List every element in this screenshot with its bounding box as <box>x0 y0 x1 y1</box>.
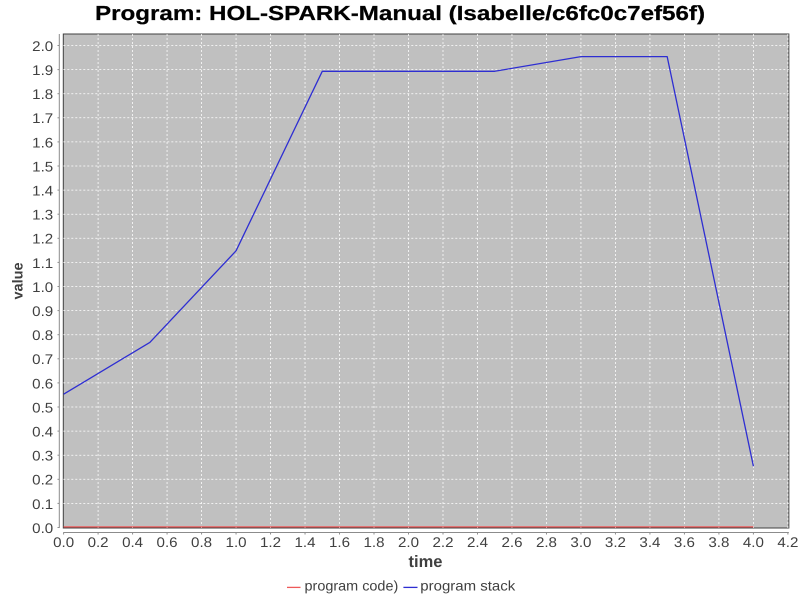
svg-text:0.5: 0.5 <box>32 399 53 415</box>
svg-text:1.9: 1.9 <box>32 62 53 78</box>
svg-text:3.4: 3.4 <box>639 534 660 550</box>
svg-text:1.1: 1.1 <box>32 255 53 271</box>
svg-text:1.4: 1.4 <box>32 183 53 199</box>
svg-text:3.0: 3.0 <box>570 534 591 550</box>
svg-text:1.8: 1.8 <box>363 534 384 550</box>
svg-text:0.2: 0.2 <box>88 534 109 550</box>
svg-text:program stack: program stack <box>420 578 516 594</box>
svg-text:1.6: 1.6 <box>329 534 350 550</box>
svg-text:1.6: 1.6 <box>32 134 53 150</box>
svg-text:0.6: 0.6 <box>157 534 178 550</box>
svg-text:2.0: 2.0 <box>32 38 53 54</box>
svg-text:0.9: 0.9 <box>32 303 53 319</box>
svg-text:0.0: 0.0 <box>53 534 74 550</box>
svg-text:0.6: 0.6 <box>32 375 53 391</box>
svg-text:3.2: 3.2 <box>605 534 626 550</box>
svg-text:3.8: 3.8 <box>708 534 729 550</box>
svg-text:2.4: 2.4 <box>467 534 488 550</box>
svg-text:1.0: 1.0 <box>226 534 247 550</box>
svg-text:0.4: 0.4 <box>32 424 53 440</box>
svg-text:0.3: 0.3 <box>32 448 53 464</box>
svg-text:1.2: 1.2 <box>260 534 281 550</box>
svg-text:1.5: 1.5 <box>32 158 53 174</box>
svg-text:1.8: 1.8 <box>32 86 53 102</box>
svg-text:1.7: 1.7 <box>32 110 53 126</box>
svg-text:2.2: 2.2 <box>432 534 453 550</box>
svg-text:4.0: 4.0 <box>743 534 764 550</box>
svg-text:0.8: 0.8 <box>32 327 53 343</box>
svg-text:2.8: 2.8 <box>536 534 557 550</box>
svg-text:1.2: 1.2 <box>32 231 53 247</box>
svg-text:4.2: 4.2 <box>777 534 798 550</box>
svg-text:0.2: 0.2 <box>32 472 53 488</box>
svg-text:0.8: 0.8 <box>191 534 212 550</box>
svg-text:0.1: 0.1 <box>32 496 53 512</box>
svg-text:1.4: 1.4 <box>295 534 316 550</box>
svg-text:0.0: 0.0 <box>32 520 53 536</box>
svg-text:value: value <box>11 262 27 299</box>
svg-text:Program: HOL-SPARK-Manual (Isa: Program: HOL-SPARK-Manual (Isabelle/c6fc… <box>95 3 705 25</box>
svg-text:2.0: 2.0 <box>398 534 419 550</box>
svg-text:1.3: 1.3 <box>32 207 53 223</box>
svg-text:3.6: 3.6 <box>674 534 695 550</box>
svg-text:0.4: 0.4 <box>122 534 143 550</box>
svg-text:time: time <box>409 553 443 571</box>
svg-text:2.6: 2.6 <box>501 534 522 550</box>
svg-text:1.0: 1.0 <box>32 279 53 295</box>
svg-text:program code): program code) <box>305 578 399 594</box>
svg-text:0.7: 0.7 <box>32 351 53 367</box>
